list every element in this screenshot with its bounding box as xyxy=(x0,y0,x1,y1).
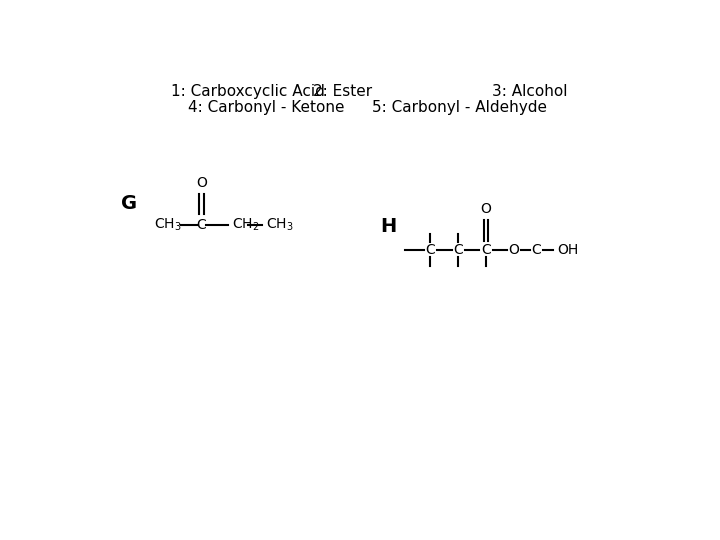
Text: C: C xyxy=(426,243,436,257)
Text: C: C xyxy=(454,243,463,257)
Text: G: G xyxy=(121,194,137,213)
Text: 5: Carbonyl - Aldehyde: 5: Carbonyl - Aldehyde xyxy=(372,100,546,115)
Text: H: H xyxy=(380,217,397,235)
Text: 2: Ester: 2: Ester xyxy=(313,84,372,98)
Text: 3: Alcohol: 3: Alcohol xyxy=(492,84,567,98)
Text: CH$_3$: CH$_3$ xyxy=(266,217,294,233)
Text: C: C xyxy=(531,243,541,257)
Text: O: O xyxy=(508,243,520,257)
Text: O: O xyxy=(481,202,492,216)
Text: OH: OH xyxy=(557,243,578,257)
Text: CH$_3$: CH$_3$ xyxy=(154,217,182,233)
Text: CH$_2$: CH$_2$ xyxy=(233,217,260,233)
Text: C: C xyxy=(197,218,207,232)
Text: 1: Carboxcyclic Acid: 1: Carboxcyclic Acid xyxy=(171,84,325,98)
Text: 4: Carbonyl - Ketone: 4: Carbonyl - Ketone xyxy=(188,100,344,115)
Text: C: C xyxy=(481,243,491,257)
Text: O: O xyxy=(196,176,207,190)
